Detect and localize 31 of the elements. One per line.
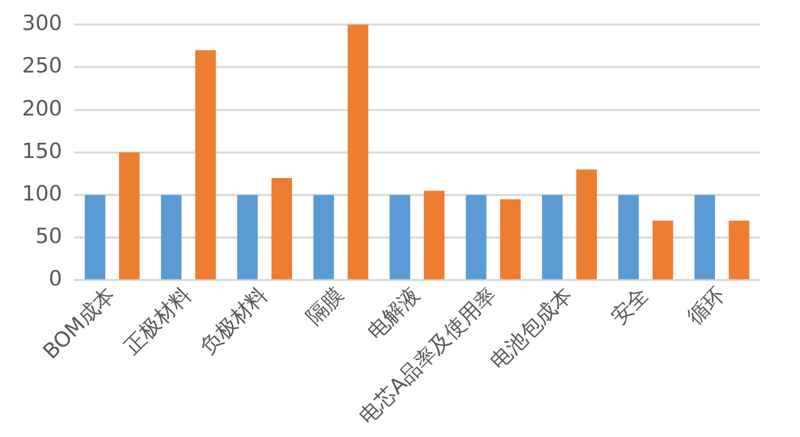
y-tick-label: 0 — [48, 266, 62, 291]
y-tick-label: 200 — [22, 96, 62, 120]
y-tick-label: 100 — [22, 181, 62, 206]
x-tick-label: 负极材料 — [196, 282, 272, 359]
x-tick-label: 电解液 — [362, 282, 424, 344]
y-tick-label: 300 — [22, 11, 62, 36]
y-tick-label: 250 — [22, 54, 62, 78]
y-tick-label: 150 — [22, 138, 62, 163]
bar — [119, 152, 140, 280]
bar — [694, 195, 716, 280]
bar — [500, 199, 521, 280]
bar — [348, 24, 368, 280]
bar — [652, 220, 674, 280]
y-tick-label: 50 — [35, 224, 62, 248]
bar — [424, 190, 444, 280]
bar — [728, 220, 750, 280]
bar — [390, 195, 410, 280]
bar — [271, 178, 292, 280]
bar — [84, 195, 106, 280]
bar — [542, 195, 563, 280]
bar — [576, 169, 597, 280]
x-tick-label: 正极材料 — [119, 282, 196, 359]
bar — [466, 195, 486, 280]
x-tick-label: 隔膜 — [302, 282, 348, 330]
bar — [313, 195, 334, 280]
bar — [195, 50, 216, 280]
x-tick-label: 安全 — [606, 282, 654, 330]
bar — [237, 195, 258, 280]
x-tick-label: 循环 — [682, 282, 730, 330]
bar — [160, 195, 182, 280]
bar — [618, 195, 639, 280]
